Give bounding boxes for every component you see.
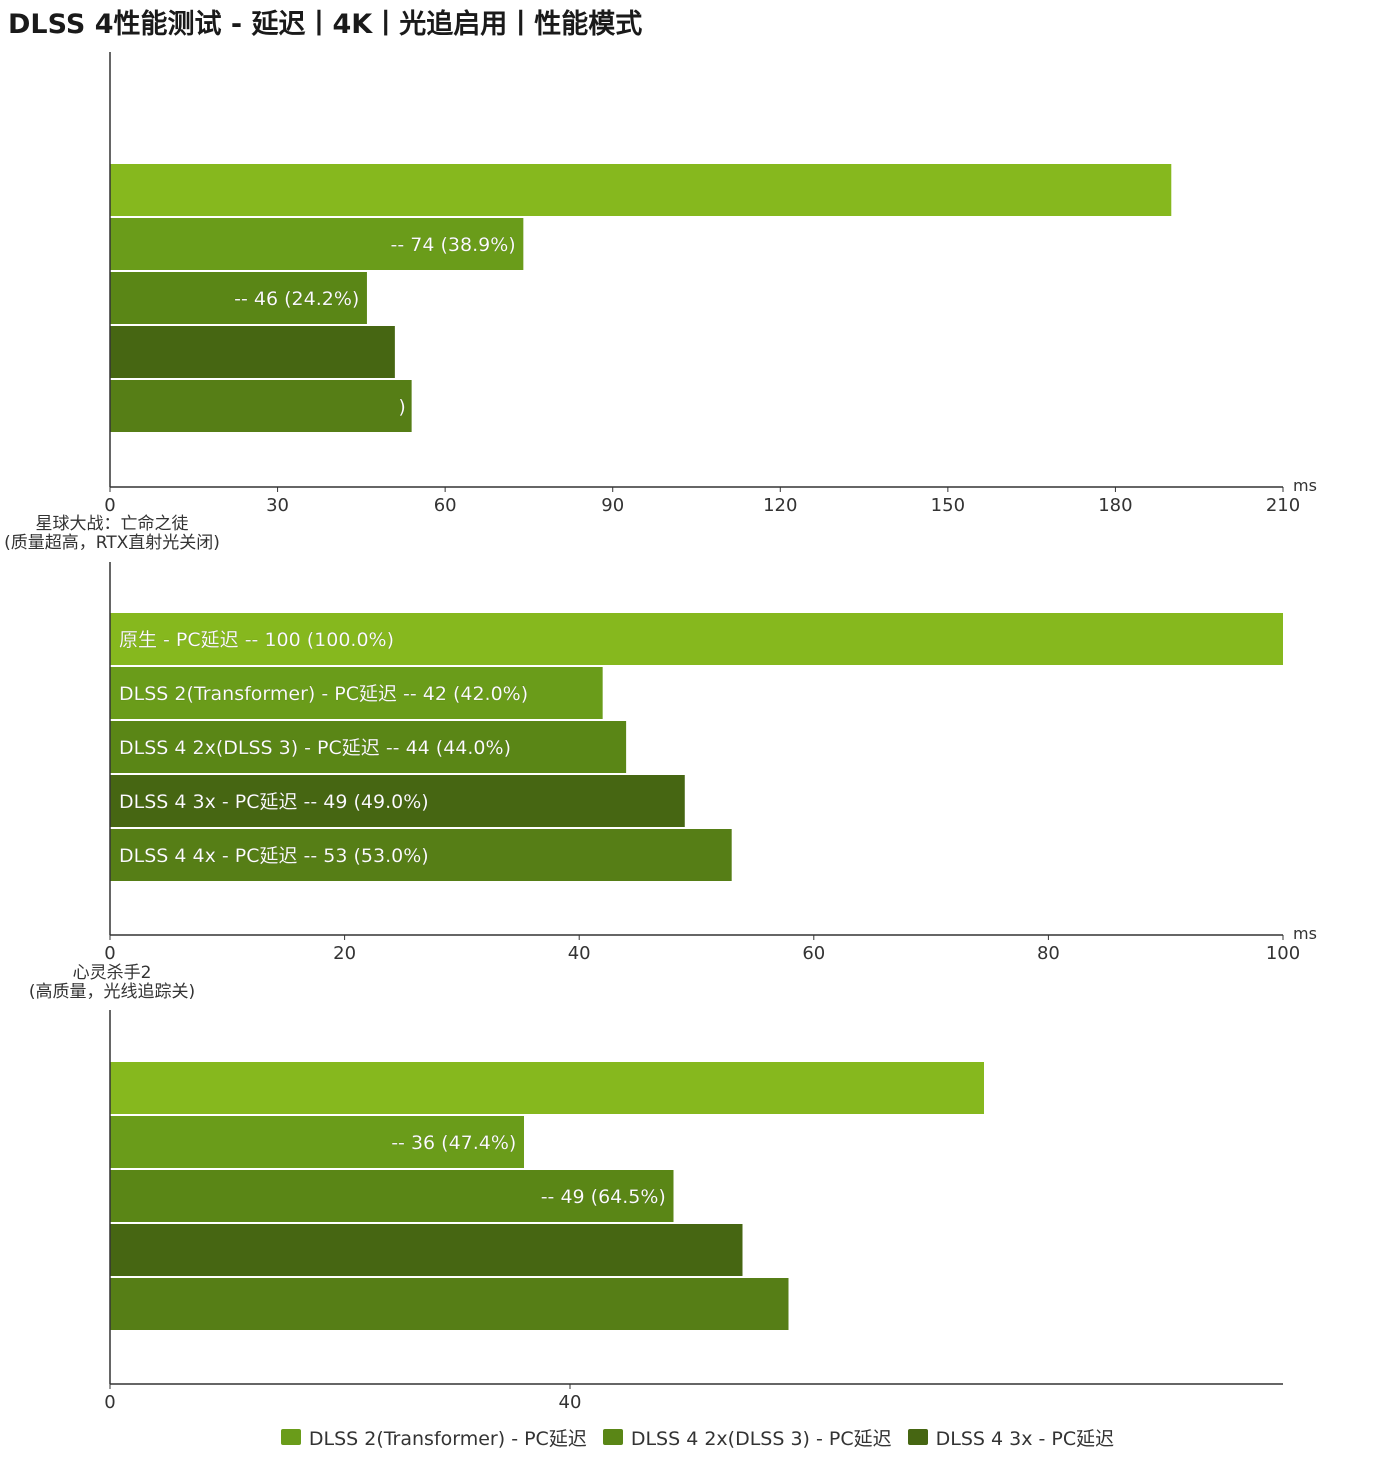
legend-item[interactable]: DLSS 2(Transformer) - PC延迟 — [280, 1424, 587, 1451]
x-tick-label: 0 — [104, 495, 115, 516]
legend-label: DLSS 4 2x(DLSS 3) - PC延迟 — [630, 1427, 892, 1450]
bar — [110, 1170, 674, 1222]
bar — [110, 613, 1283, 665]
bar — [110, 721, 627, 773]
bar — [110, 775, 685, 827]
legend: DLSS 2(Transformer) - PC延迟 DLSS 4 2x(DLSS… — [0, 1422, 1395, 1452]
x-tick-label: 120 — [763, 495, 797, 516]
x-tick-label: 30 — [266, 495, 289, 516]
legend-swatch — [602, 1429, 623, 1445]
bar — [110, 667, 603, 719]
bar — [110, 272, 367, 324]
x-tick-label: 40 — [559, 1392, 582, 1413]
legend-swatch — [280, 1429, 301, 1445]
bar — [110, 1224, 743, 1276]
data-label: -- 74 (38.9%) — [391, 234, 516, 256]
data-label: -- 46 (24.2%) — [234, 288, 359, 310]
section-subtitle: (质量超高，RTX直射光关闭) — [4, 533, 220, 553]
data-label: -- 49 (64.5%) — [541, 1186, 666, 1208]
data-label: DLSS 4 3x - PC延迟 -- 49 (49.0%) — [119, 791, 429, 813]
legend-label: DLSS 4 3x - PC延迟 — [935, 1427, 1115, 1450]
bar — [110, 218, 524, 270]
data-label: ) — [398, 396, 405, 418]
section-title: 心灵杀手2 — [73, 963, 152, 983]
x-tick-label: 20 — [333, 943, 356, 964]
bar — [110, 1062, 984, 1114]
legend-item[interactable]: DLSS 4 2x(DLSS 3) - PC延迟 — [602, 1424, 892, 1451]
data-label: DLSS 4 4x - PC延迟 -- 53 (53.0%) — [119, 845, 429, 867]
data-label: -- 36 (47.4%) — [391, 1132, 516, 1154]
bar — [110, 829, 732, 881]
x-tick-label: 0 — [104, 1392, 115, 1413]
x-tick-label: 100 — [1266, 943, 1300, 964]
x-tick-label: 0 — [104, 943, 115, 964]
section-subtitle: (高质量，光线追踪关) — [29, 982, 195, 1002]
x-tick-label: 40 — [568, 943, 591, 964]
x-tick-label: 60 — [434, 495, 457, 516]
x-tick-label: 180 — [1098, 495, 1132, 516]
x-axis-unit-label: ms — [1293, 924, 1317, 943]
bar — [110, 1116, 524, 1168]
x-axis-unit-label: ms — [1293, 476, 1317, 495]
x-tick-label: 60 — [802, 943, 825, 964]
bar — [110, 380, 412, 432]
x-tick-label: 80 — [1037, 943, 1060, 964]
legend-swatch — [907, 1429, 928, 1445]
bar — [110, 164, 1172, 216]
chart-area: -- 74 (38.9%) -- 46 (24.2%)) 0 30 60 90 120 150… — [4, 52, 1317, 1413]
data-label: DLSS 4 2x(DLSS 3) - PC延迟 -- 44 (44.0%) — [119, 737, 511, 759]
x-tick-label: 210 — [1266, 495, 1300, 516]
data-label: DLSS 2(Transformer) - PC延迟 -- 42 (42.0%) — [119, 683, 528, 705]
section-title: 星球大战：亡命之徒 — [36, 514, 189, 534]
x-tick-label: 150 — [931, 495, 965, 516]
data-label: 原生 - PC延迟 -- 100 (100.0%) — [119, 629, 394, 651]
page-title: DLSS 4性能测试 - 延迟丨4K丨光追启用丨性能模式 — [8, 9, 643, 40]
bar — [110, 1278, 789, 1330]
legend-item[interactable]: DLSS 4 3x - PC延迟 — [907, 1424, 1115, 1451]
bar — [110, 326, 395, 378]
legend-label: DLSS 2(Transformer) - PC延迟 — [308, 1427, 587, 1450]
x-tick-label: 90 — [601, 495, 624, 516]
